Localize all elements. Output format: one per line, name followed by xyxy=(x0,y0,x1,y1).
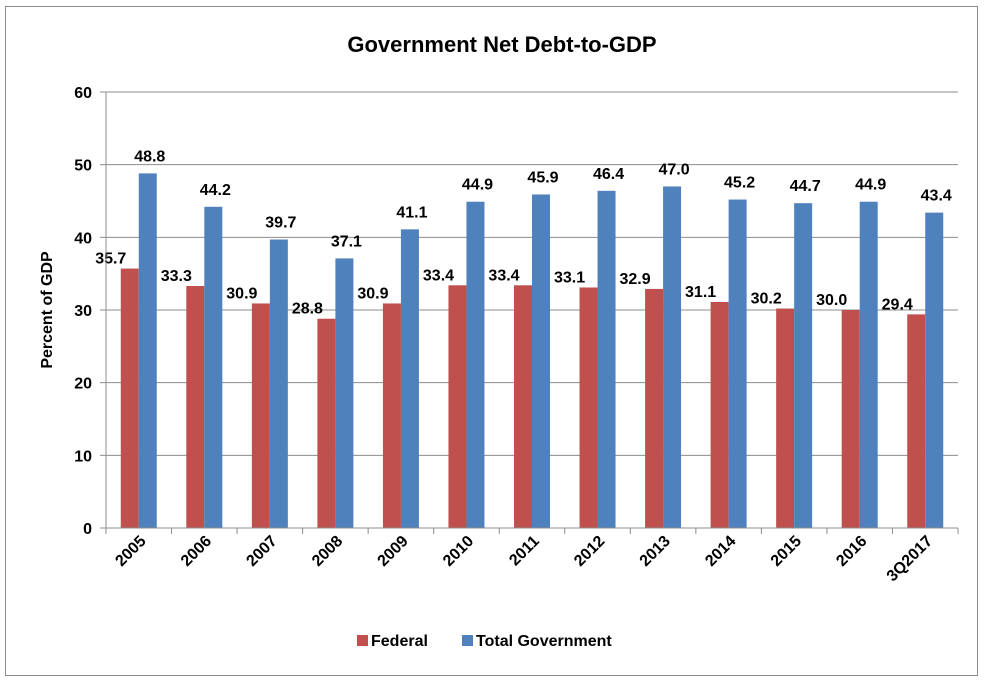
data-labels: 35.7 48.8 33.3 44.2 30.9 39.7 28.8 37.1 30.9 41.1… xyxy=(95,148,952,317)
y-tick-label: 30 xyxy=(74,303,92,320)
data-label-total-government: 39.7 xyxy=(265,215,296,232)
y-tick-label: 0 xyxy=(83,521,92,538)
data-label-federal: 33.4 xyxy=(423,267,454,284)
data-label-total-government: 44.7 xyxy=(790,178,821,195)
x-tick-label: 2015 xyxy=(768,533,805,570)
bar-federal xyxy=(776,308,795,528)
bar-federal xyxy=(251,303,270,528)
bar-total-government xyxy=(859,201,878,528)
y-tick-label: 60 xyxy=(74,85,92,102)
bar-total-government xyxy=(335,258,354,528)
data-label-total-government: 37.1 xyxy=(331,233,362,250)
bar-total-government xyxy=(269,239,288,528)
chart-frame xyxy=(5,6,978,676)
x-tick-label: 2011 xyxy=(506,533,543,570)
bar-total-government xyxy=(663,186,682,528)
bar-federal xyxy=(841,310,860,528)
data-label-federal: 30.9 xyxy=(226,285,257,302)
legend-label-federal: Federal xyxy=(371,633,428,650)
bars xyxy=(120,173,944,529)
bar-total-government xyxy=(466,201,485,528)
legend: Federal Total Government xyxy=(357,633,612,650)
data-label-total-government: 45.9 xyxy=(527,169,558,186)
bar-total-government xyxy=(794,203,813,528)
bar-total-government xyxy=(532,194,550,528)
data-label-federal: 33.3 xyxy=(161,268,192,285)
bar-federal xyxy=(514,285,532,528)
bar-total-government xyxy=(925,212,944,529)
bar-federal xyxy=(382,303,401,528)
x-tick-label: 2013 xyxy=(637,533,674,570)
data-label-total-government: 44.2 xyxy=(200,182,231,199)
bar-total-government xyxy=(728,199,747,528)
data-label-total-government: 43.4 xyxy=(921,188,952,205)
legend-label-total-government: Total Government xyxy=(476,633,612,650)
x-tick-label: 2010 xyxy=(440,533,477,570)
data-label-federal: 30.9 xyxy=(357,285,388,302)
data-label-federal: 28.8 xyxy=(292,301,323,318)
y-tick-label: 20 xyxy=(74,376,92,393)
chart-title: Government Net Debt-to-GDP xyxy=(347,32,656,57)
bar-total-government xyxy=(204,206,223,528)
data-label-federal: 29.4 xyxy=(882,296,913,313)
bar-federal xyxy=(120,268,139,528)
data-label-total-government: 44.9 xyxy=(462,177,493,194)
x-tick-label: 2008 xyxy=(309,533,346,570)
data-label-federal: 30.0 xyxy=(816,292,847,309)
data-label-federal: 32.9 xyxy=(620,271,651,288)
data-label-federal: 33.1 xyxy=(554,269,585,286)
y-tick-label: 10 xyxy=(74,448,92,465)
x-tick-label: 2016 xyxy=(833,533,870,570)
legend-swatch-total-government xyxy=(462,635,473,646)
bar-federal xyxy=(907,314,926,528)
bar-federal xyxy=(186,286,205,528)
y-axis-title: Percent of GDP xyxy=(39,251,56,369)
data-label-federal: 30.2 xyxy=(751,291,782,308)
y-tick-label: 50 xyxy=(74,158,92,175)
data-label-total-government: 47.0 xyxy=(659,161,690,178)
x-tick-label: 3Q2017 xyxy=(884,533,936,585)
legend-swatch-federal xyxy=(357,635,368,646)
data-label-total-government: 45.2 xyxy=(724,175,755,192)
data-label-total-government: 44.9 xyxy=(855,177,886,194)
gridlines xyxy=(106,91,958,456)
bar-federal xyxy=(710,302,729,528)
data-label-federal: 35.7 xyxy=(95,251,126,268)
x-tick-label: 2005 xyxy=(112,533,149,570)
data-label-total-government: 41.1 xyxy=(396,204,427,221)
bar-federal xyxy=(579,287,598,528)
x-tick-label: 2014 xyxy=(702,533,739,570)
x-tick-label: 2012 xyxy=(571,533,608,570)
data-label-total-government: 46.4 xyxy=(593,166,624,183)
x-tick-label: 2006 xyxy=(178,533,215,570)
bar-total-government xyxy=(400,229,419,528)
bar-total-government xyxy=(597,190,616,528)
x-tick-label: 2009 xyxy=(375,533,412,570)
bar-federal xyxy=(317,318,336,528)
bar-total-government xyxy=(138,173,157,529)
data-label-total-government: 48.8 xyxy=(134,148,165,165)
x-tick-label: 2007 xyxy=(243,533,280,570)
bar-federal xyxy=(448,285,467,528)
data-label-federal: 33.4 xyxy=(488,267,519,284)
bar-federal xyxy=(645,288,664,528)
data-label-federal: 31.1 xyxy=(685,284,716,301)
y-tick-label: 40 xyxy=(74,230,92,247)
